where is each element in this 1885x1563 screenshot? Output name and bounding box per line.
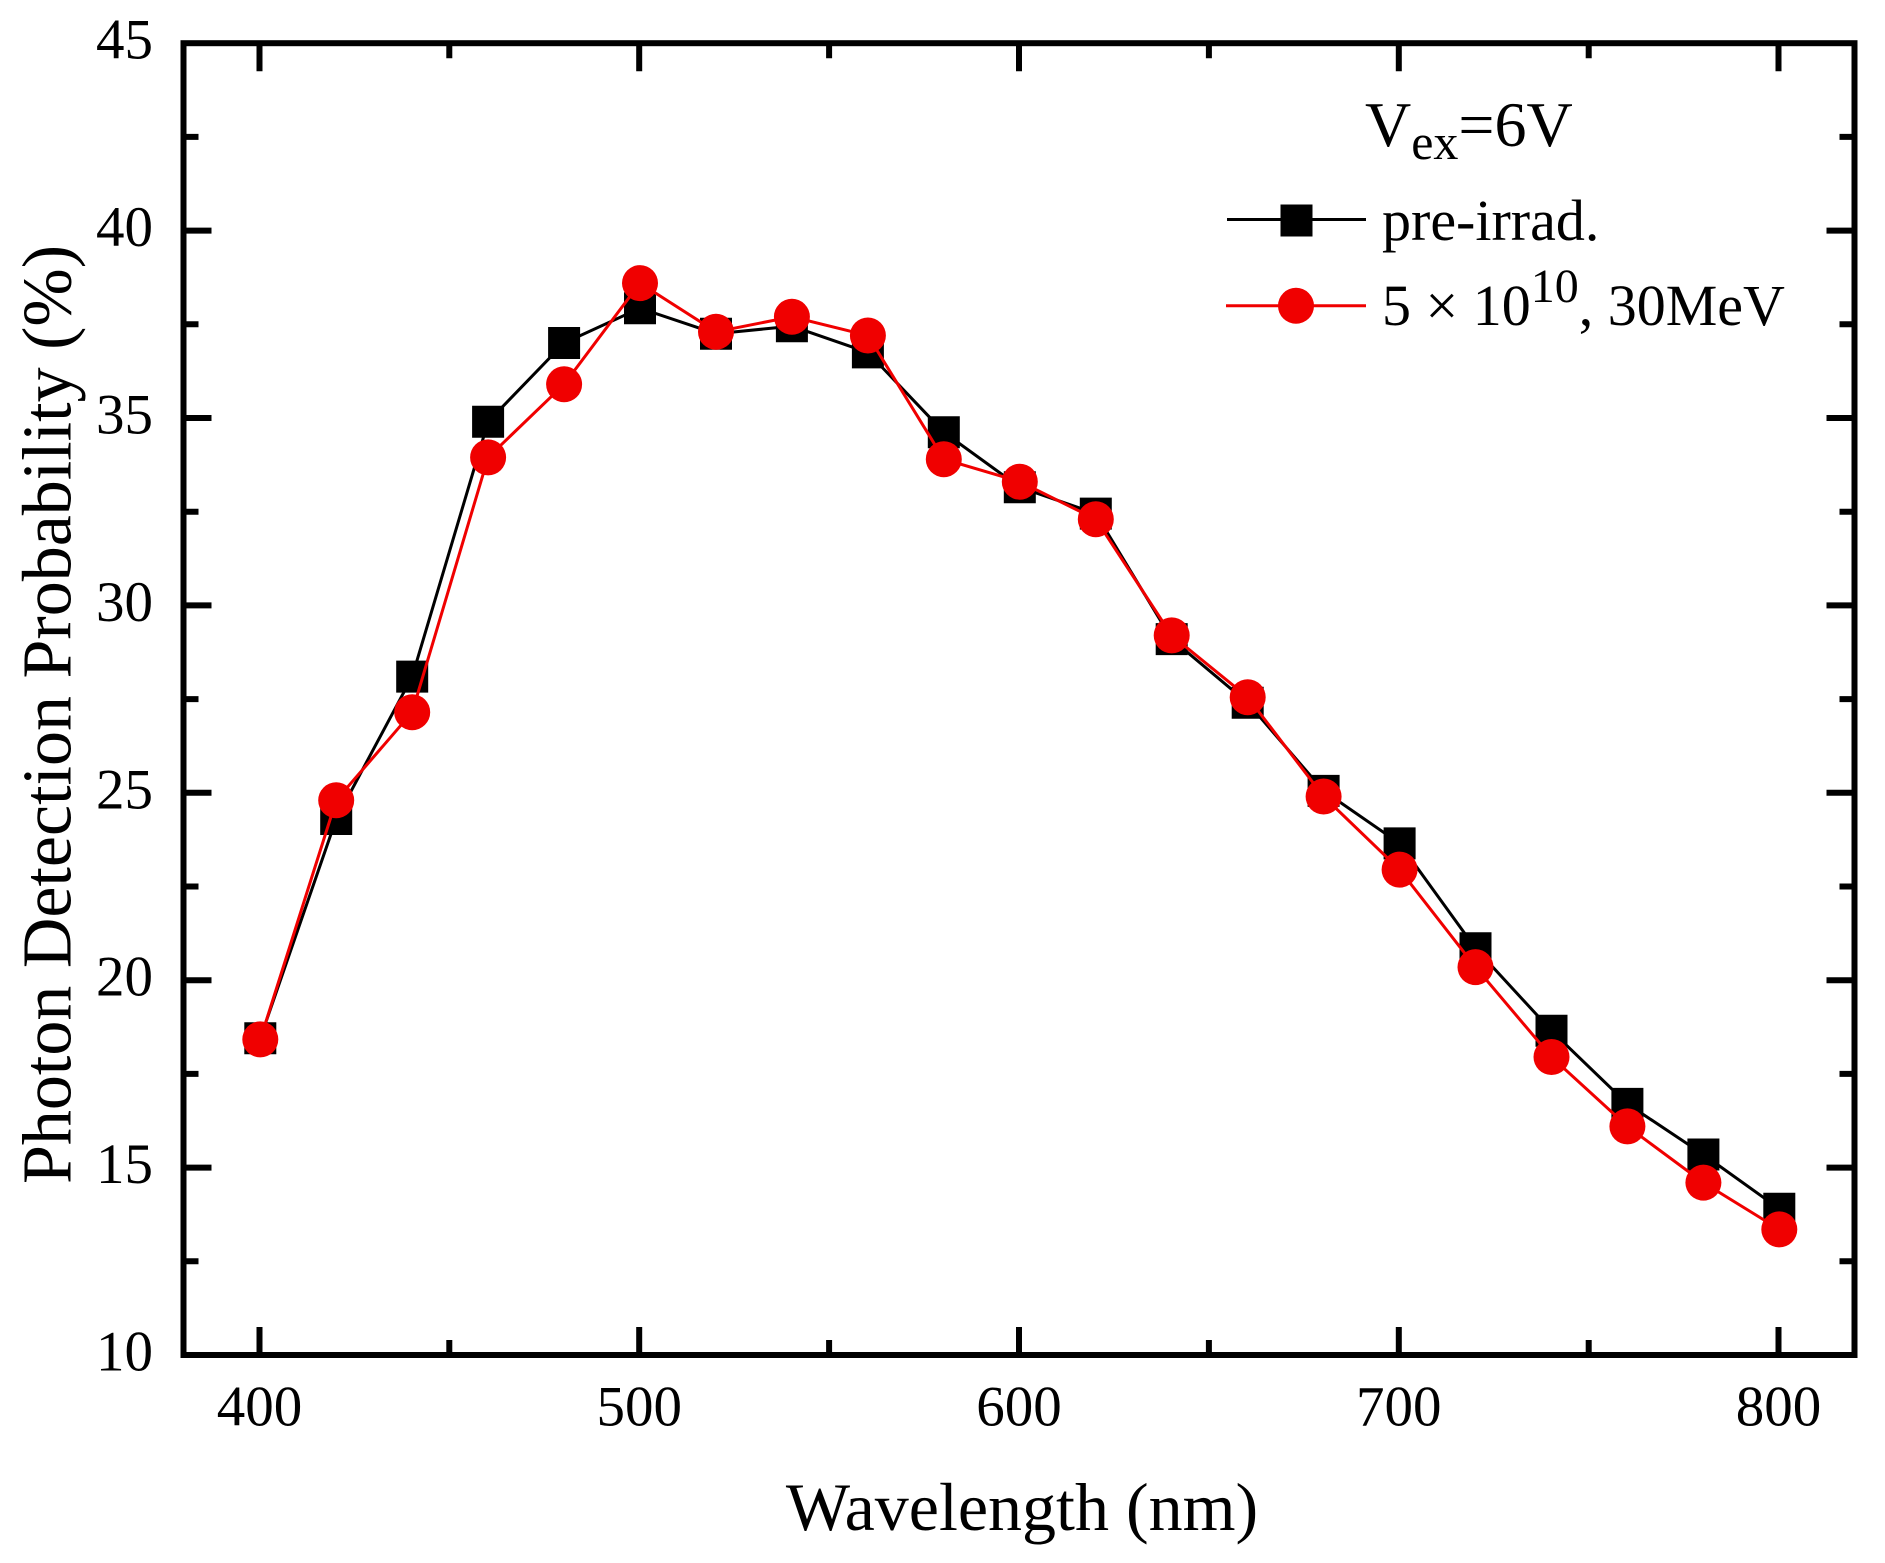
svg-text:400: 400 (217, 1376, 303, 1439)
svg-text:10: 10 (96, 1321, 153, 1384)
svg-text:40: 40 (96, 196, 153, 259)
svg-text:Wavelength (nm): Wavelength (nm) (786, 1469, 1258, 1545)
svg-text:Photon Detection Probability (: Photon Detection Probability (%) (10, 245, 87, 1184)
svg-text:30: 30 (96, 571, 153, 634)
svg-text:45: 45 (96, 9, 153, 72)
svg-text:15: 15 (96, 1133, 153, 1196)
svg-text:25: 25 (96, 758, 153, 821)
svg-text:pre-irrad.: pre-irrad. (1382, 188, 1599, 253)
svg-text:5 × 1010, 30MeV: 5 × 1010, 30MeV (1382, 260, 1785, 338)
svg-text:800: 800 (1736, 1376, 1822, 1439)
svg-text:20: 20 (96, 946, 153, 1009)
svg-text:700: 700 (1356, 1376, 1442, 1439)
svg-text:500: 500 (596, 1376, 682, 1439)
svg-text:Vex=6V: Vex=6V (1365, 89, 1573, 170)
svg-text:35: 35 (96, 384, 153, 447)
svg-text:600: 600 (976, 1376, 1062, 1439)
